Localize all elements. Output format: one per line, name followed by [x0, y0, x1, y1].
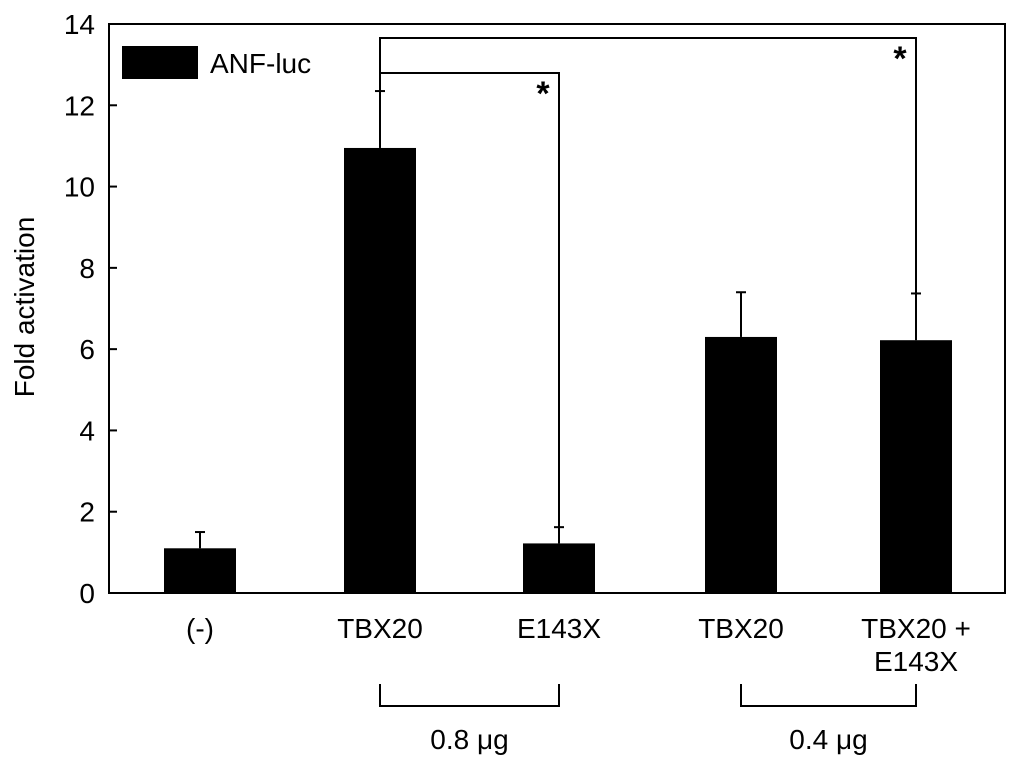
legend-swatch — [122, 46, 198, 79]
x-tick-label: TBX20 — [337, 613, 423, 644]
bar — [523, 543, 595, 593]
significance-star: * — [893, 40, 907, 78]
bar — [344, 147, 416, 594]
y-axis-label: Fold activation — [9, 217, 40, 398]
x-tick-label: E143X — [517, 613, 601, 644]
dose-groups: 0.8 μg 0.4 μg — [379, 684, 917, 755]
significance-star: * — [536, 75, 550, 113]
y-tick-label: 8 — [79, 253, 95, 284]
y-tick-label: 2 — [79, 497, 95, 528]
group-label: 0.8 μg — [430, 724, 508, 755]
x-tick-label: (-) — [186, 613, 214, 644]
group-bracket — [379, 684, 560, 707]
bar — [164, 548, 236, 593]
y-tick-label: 6 — [79, 334, 95, 365]
group-bracket — [740, 684, 917, 707]
y-tick-label: 0 — [79, 578, 95, 609]
x-axis-labels: (-) TBX20 E143X TBX20 TBX20 + E143X — [186, 613, 971, 677]
error-bars — [195, 90, 921, 549]
significance-brackets: ** — [379, 37, 917, 528]
y-tick-label: 12 — [64, 90, 95, 121]
x-tick-label: TBX20 — [698, 613, 784, 644]
group-label: 0.4 μg — [789, 724, 867, 755]
plot-frame — [108, 23, 1006, 594]
y-tick-label: 14 — [64, 9, 95, 40]
y-tick-label: 10 — [64, 172, 95, 203]
y-tick-label: 4 — [79, 415, 95, 446]
x-tick-label: TBX20 + E143X — [861, 613, 971, 677]
significance-bracket — [379, 37, 917, 294]
bar — [880, 340, 952, 593]
legend: ANF-luc — [122, 46, 311, 79]
y-axis: 0 2 4 6 8 10 12 14 — [64, 9, 117, 609]
bar — [705, 336, 777, 593]
bars — [164, 147, 952, 594]
legend-label: ANF-luc — [210, 48, 311, 79]
